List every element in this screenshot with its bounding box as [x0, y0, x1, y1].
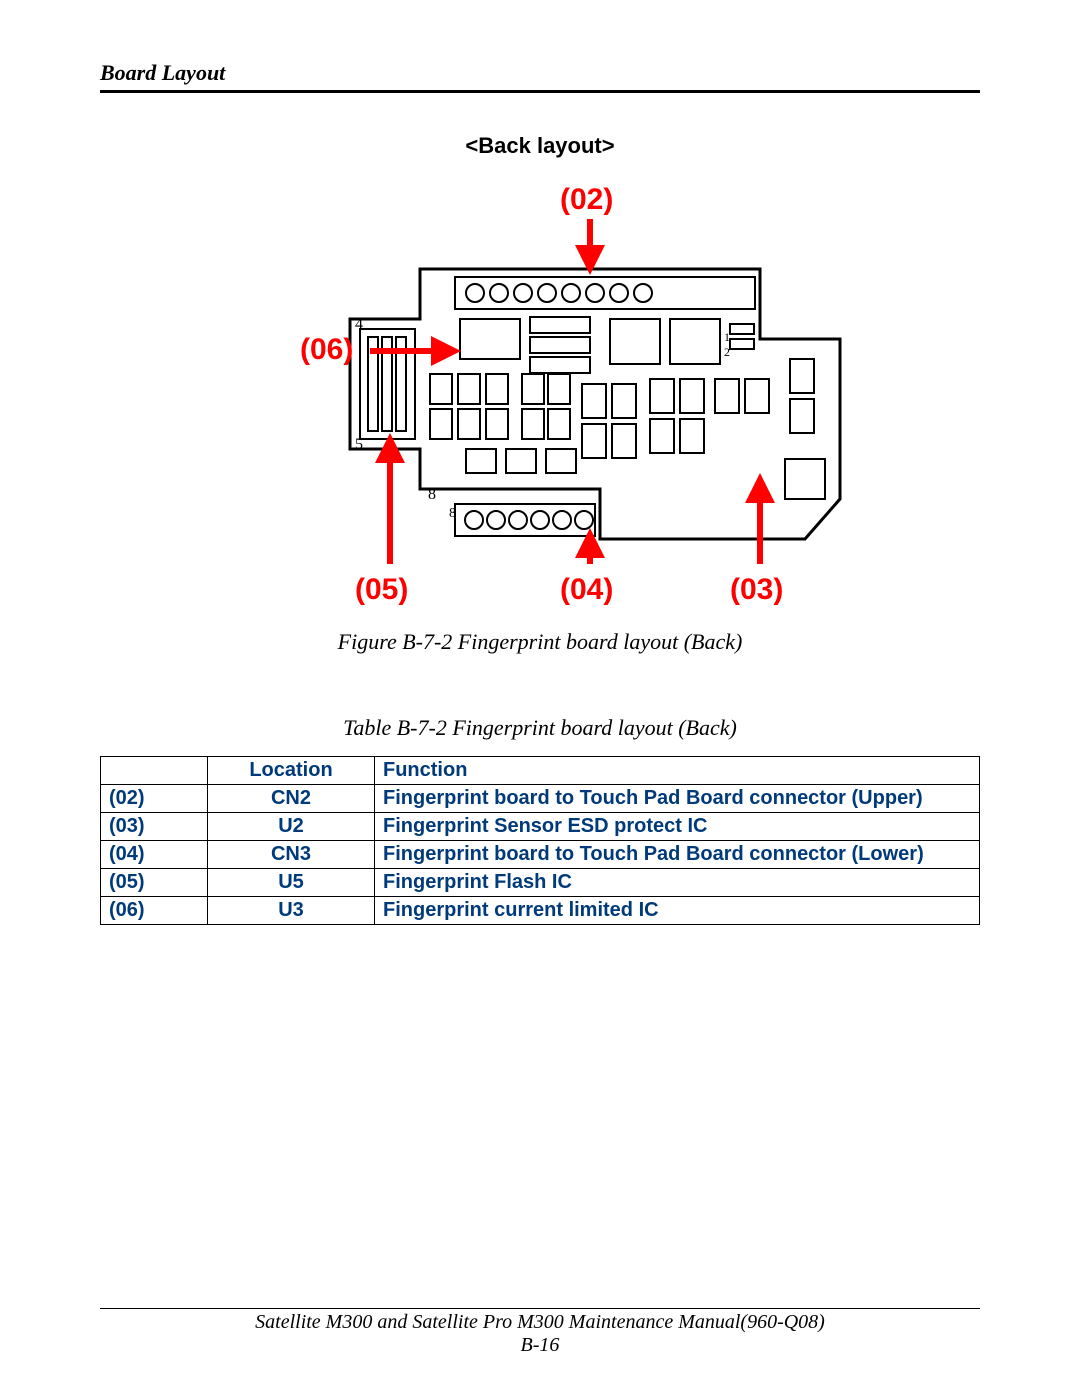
- table-cell-function: Fingerprint Sensor ESD protect IC: [375, 813, 980, 841]
- table-cell-location: U2: [208, 813, 375, 841]
- svg-text:8: 8: [428, 486, 436, 503]
- table-row: (04)CN3Fingerprint board to Touch Pad Bo…: [101, 841, 980, 869]
- table-row: (06)U3Fingerprint current limited IC: [101, 897, 980, 925]
- table-cell-id: (04): [101, 841, 208, 869]
- svg-text:4: 4: [355, 316, 363, 333]
- svg-text:2: 2: [724, 345, 730, 359]
- table-cell-function: Fingerprint Flash IC: [375, 869, 980, 897]
- board-layout-diagram: 4 5 88 12 (02) (06) (05) (04) (03): [230, 169, 850, 609]
- table-cell-function: Fingerprint board to Touch Pad Board con…: [375, 841, 980, 869]
- footer-line-2: B-16: [100, 1334, 980, 1357]
- footer-line-1: Satellite M300 and Satellite Pro M300 Ma…: [255, 1311, 825, 1333]
- svg-text:(02): (02): [560, 183, 613, 216]
- layout-table: Location Function (02)CN2Fingerprint boa…: [100, 756, 980, 925]
- svg-text:1: 1: [724, 330, 730, 344]
- table-cell-location: CN3: [208, 841, 375, 869]
- svg-text:(06): (06): [300, 333, 353, 366]
- table-row: (05)U5Fingerprint Flash IC: [101, 869, 980, 897]
- svg-text:(05): (05): [355, 573, 408, 606]
- table-cell-location: U5: [208, 869, 375, 897]
- table-cell-id: (06): [101, 897, 208, 925]
- table-cell-function: Fingerprint current limited IC: [375, 897, 980, 925]
- table-header-location: Location: [208, 757, 375, 785]
- table-cell-id: (02): [101, 785, 208, 813]
- table-header-id: [101, 757, 208, 785]
- table-header-row: Location Function: [101, 757, 980, 785]
- table-caption: Table B-7-2 Fingerprint board layout (Ba…: [100, 715, 980, 741]
- svg-text:8: 8: [449, 506, 456, 521]
- table-row: (03)U2Fingerprint Sensor ESD protect IC: [101, 813, 980, 841]
- svg-text:(03): (03): [730, 573, 783, 606]
- table-cell-location: CN2: [208, 785, 375, 813]
- svg-text:5: 5: [355, 436, 363, 453]
- table-row: (02)CN2Fingerprint board to Touch Pad Bo…: [101, 785, 980, 813]
- table-cell-id: (03): [101, 813, 208, 841]
- table-header-function: Function: [375, 757, 980, 785]
- diagram-container: 4 5 88 12 (02) (06) (05) (04) (03): [100, 169, 980, 609]
- page: Board Layout <Back layout> 4 5 88 12 (02) (06…: [0, 0, 1080, 1397]
- table-cell-function: Fingerprint board to Touch Pad Board con…: [375, 785, 980, 813]
- section-subtitle: <Back layout>: [100, 133, 980, 159]
- svg-text:(04): (04): [560, 573, 613, 606]
- page-footer: Satellite M300 and Satellite Pro M300 Ma…: [100, 1308, 980, 1357]
- table-cell-id: (05): [101, 869, 208, 897]
- table-cell-location: U3: [208, 897, 375, 925]
- figure-caption: Figure B-7-2 Fingerprint board layout (B…: [100, 629, 980, 655]
- page-header-title: Board Layout: [100, 60, 980, 93]
